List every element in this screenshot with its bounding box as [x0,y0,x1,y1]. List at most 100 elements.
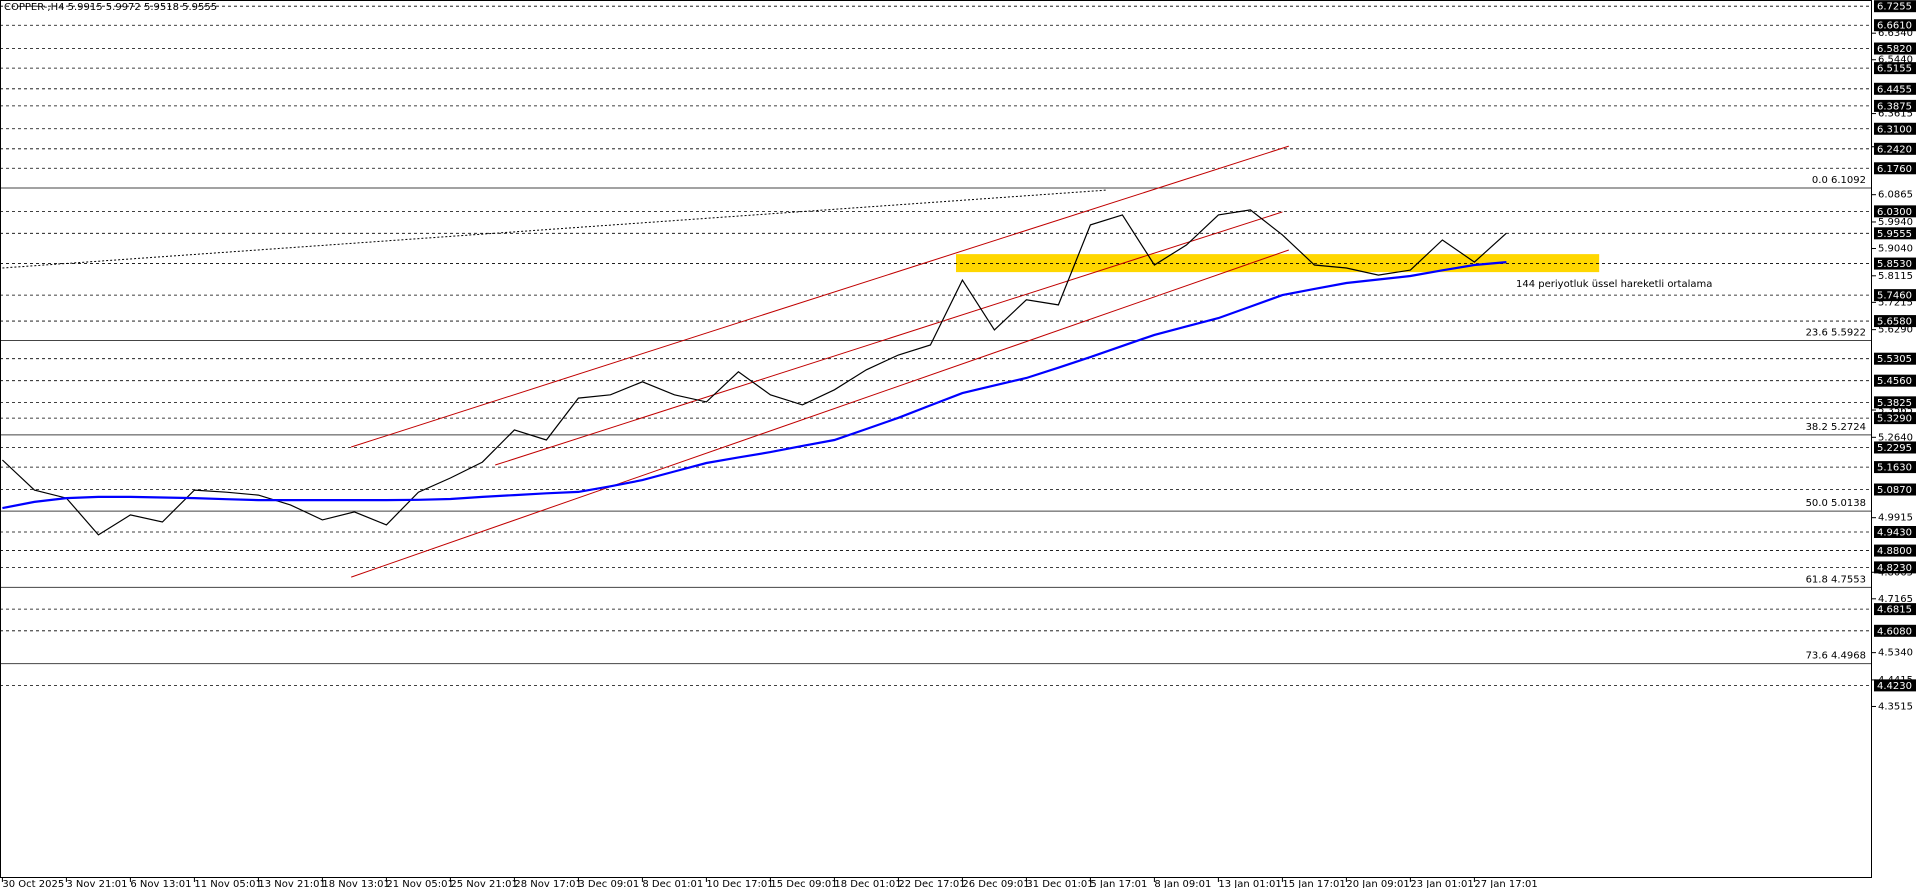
level-box [1874,0,1916,13]
level-box [1874,62,1916,75]
trendline [2,189,1107,269]
support-zone [956,254,1600,273]
level-label: 4.6080 [1877,626,1912,637]
level-label: 6.3875 [1877,101,1912,112]
fib-label: 61.8 4.7553 [1806,574,1866,585]
x-tick-label: 8 Jan 09:01 [1154,879,1211,888]
trendline [495,211,1283,466]
x-tick-label: 15 Dec 09:01 [770,879,837,888]
level-label: 5.8530 [1877,259,1912,270]
level-box [1874,257,1916,270]
fib-label: 73.6 4.4968 [1806,651,1866,662]
trendline [351,145,1289,448]
level-label: 6.4455 [1877,84,1912,95]
level-box [1874,525,1916,538]
x-tick-label: 6 Nov 13:01 [130,879,191,888]
x-tick-label: 13 Nov 21:01 [258,879,325,888]
y-tick-label: 4.7165 [1878,594,1913,605]
level-box [1874,205,1916,218]
level-label: 6.1760 [1877,164,1912,175]
header: COPPER-,H4 5.9915 5.9972 5.9518 5.9555 [4,2,217,13]
x-tick-label: 21 Nov 05:01 [386,879,453,888]
plot-area [0,5,1872,686]
y-tick-label: 4.9915 [1878,513,1913,524]
level-box [1874,352,1916,365]
x-tick-label: 30 Oct 2025 [2,879,64,888]
level-box [1874,42,1916,55]
level-label: 5.4560 [1877,376,1912,387]
level-box [1874,99,1916,112]
y-tick-label: 5.8115 [1878,271,1913,282]
level-label: 4.8230 [1877,563,1912,574]
level-label: 6.3100 [1877,124,1912,135]
fib-label: 50.0 5.0138 [1806,498,1866,509]
level-label: 6.2420 [1877,144,1912,155]
trendline [351,249,1289,578]
level-label: 6.5820 [1877,44,1912,55]
level-label: 4.9430 [1877,527,1912,538]
level-label: 5.7460 [1877,291,1912,302]
level-box [1874,624,1916,637]
level-label: 5.5305 [1877,354,1912,365]
level-label: 5.9555 [1877,229,1912,240]
y-tick-label: 5.7215 [1878,297,1913,308]
x-tick-label: 31 Dec 01:01 [1026,879,1093,888]
x-tick-label: 3 Dec 09:01 [578,879,639,888]
level-box [1874,544,1916,557]
y-tick-label: 5.3565 [1878,405,1913,416]
level-label: 5.6580 [1877,317,1912,328]
level-box [1874,441,1916,454]
level-box [1874,142,1916,155]
x-tick-label: 22 Dec 17:01 [898,879,965,888]
level-box [1874,82,1916,95]
level-label: 5.3825 [1877,398,1912,409]
plot-frame [0,0,1872,878]
level-box [1874,561,1916,574]
level-label: 6.0300 [1877,207,1912,218]
x-tick-label: 18 Dec 01:01 [834,879,901,888]
level-box [1874,483,1916,496]
x-tick-label: 3 Nov 21:01 [66,879,127,888]
ema-line [2,261,1507,510]
y-tick-label: 5.9040 [1878,244,1913,255]
annotation: 144 periyotluk üssel hareketli ortalama [1516,279,1712,290]
level-label: 4.4230 [1877,681,1912,692]
x-tick-label: 10 Dec 17:01 [706,879,773,888]
fib-label: 23.6 5.5922 [1806,327,1866,338]
y-tick-label: 4.3515 [1878,701,1913,712]
level-label: 5.1630 [1877,463,1912,474]
y-tick-label: 6.5440 [1878,55,1913,66]
level-label: 6.7255 [1877,2,1912,13]
level-box [1874,162,1916,175]
level-box [1874,603,1916,616]
level-label: 4.8800 [1877,546,1912,557]
y-tick-label: 6.0865 [1878,190,1913,201]
x-tick-label: 13 Jan 01:01 [1218,879,1281,888]
y-tick-label: 6.6340 [1878,28,1913,39]
level-box [1874,19,1916,32]
x-tick-label: 27 Jan 17:01 [1474,879,1537,888]
level-label: 6.5155 [1877,64,1912,75]
level-label: 5.0870 [1877,485,1912,496]
level-label: 4.6815 [1877,605,1912,616]
level-box [1874,461,1916,474]
x-tick-label: 5 Jan 17:01 [1090,879,1147,888]
level-box [1874,315,1916,328]
x-tick-label: 28 Nov 17:01 [514,879,581,888]
x-tick-label: 26 Dec 09:01 [962,879,1029,888]
y-tick-label: 5.9940 [1878,217,1913,228]
fib-label: 38.2 5.2724 [1806,422,1866,433]
level-box [1874,374,1916,387]
x-tick-label: 25 Nov 21:01 [450,879,517,888]
y-tick-label: 6.3615 [1878,109,1913,120]
level-label: 5.2295 [1877,443,1912,454]
level-box [1874,679,1916,692]
level-box [1874,122,1916,135]
x-tick-label: 20 Jan 09:01 [1346,879,1409,888]
level-box [1874,412,1916,425]
x-tick-label: 8 Dec 01:01 [642,879,703,888]
level-box [1874,396,1916,409]
x-tick-label: 11 Nov 05:01 [194,879,261,888]
